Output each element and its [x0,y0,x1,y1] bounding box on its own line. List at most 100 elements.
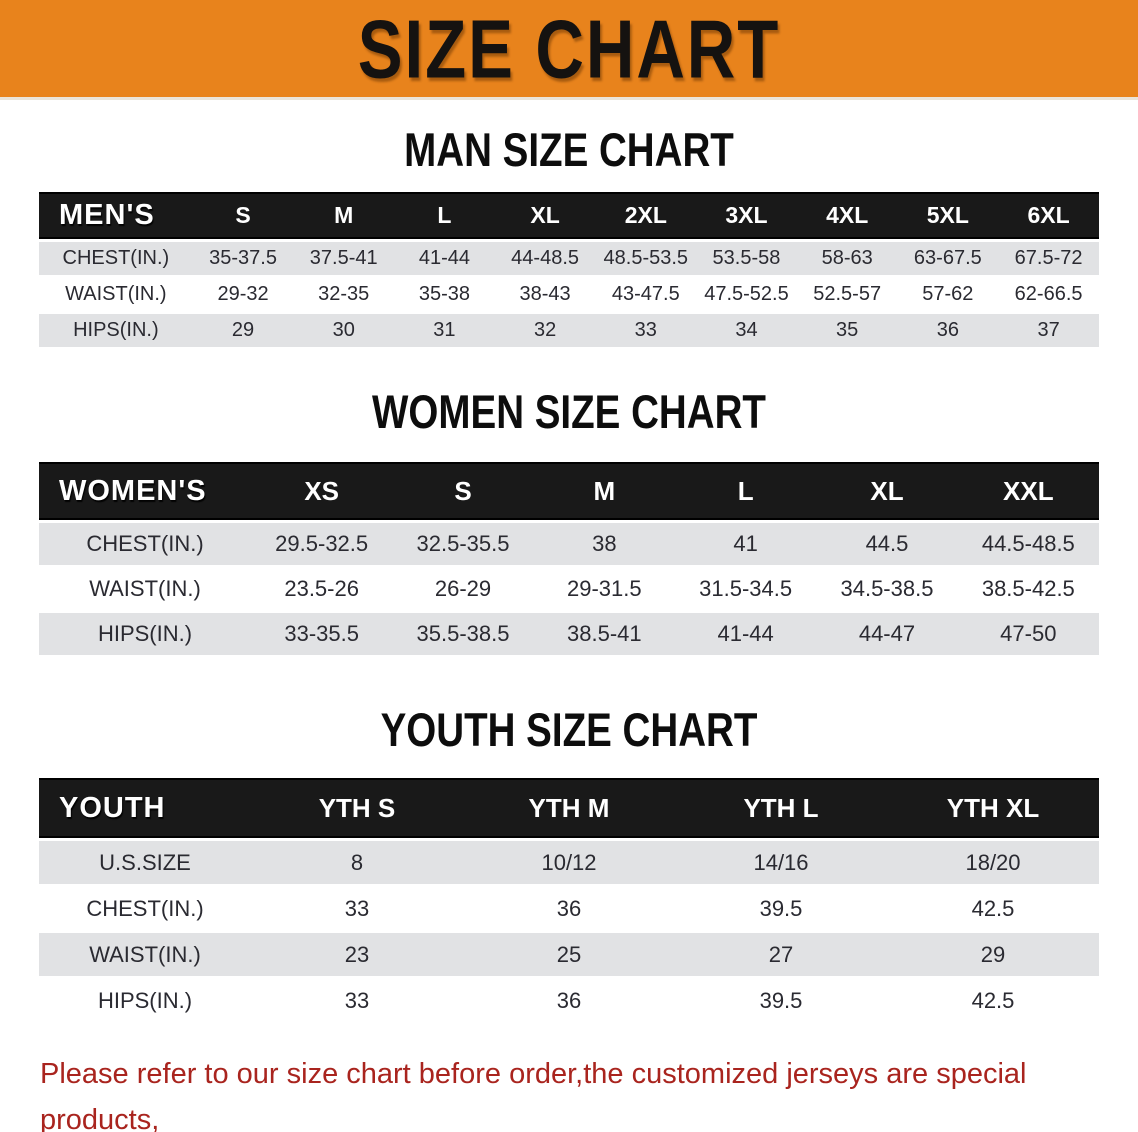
size-value-cell: 41-44 [674,613,817,655]
size-value-cell: 62-66.5 [998,278,1099,311]
measurement-label: WAIST(IN.) [39,568,251,610]
size-value-cell: 25 [463,933,675,976]
size-value-cell: 41 [674,523,817,565]
size-value-cell: 31.5-34.5 [674,568,817,610]
size-value-cell: 34 [696,314,797,347]
disclaimer-line-1: Please refer to our size chart before or… [40,1058,1027,1132]
size-section: YOUTH SIZE CHART YOUTH YTH S YTH M YTH L YTH… [0,703,1138,1025]
size-value-cell: 57-62 [897,278,999,311]
size-chart-banner: SIZE CHART [0,0,1138,100]
size-column-header: M [533,462,675,520]
measurement-label: CHEST(IN.) [39,242,193,275]
banner-title: SIZE CHART [357,2,781,95]
size-section: WOMEN SIZE CHART WOMEN'S XS S M L XL XXL CHEST… [0,385,1138,658]
size-column-header: 6XL [998,192,1099,239]
size-value-cell: 23 [251,933,463,976]
size-value-cell: 53.5-58 [696,242,797,275]
size-value-cell: 63-67.5 [897,242,999,275]
size-value-cell: 32.5-35.5 [392,523,534,565]
sections: MAN SIZE CHART MEN'S S M L XL 2XL 3XL 4XL 5XL 6XL… [0,123,1138,1025]
size-value-cell: 35-38 [394,278,495,311]
size-column-header: L [394,192,495,239]
size-column-header: YTH S [251,778,463,838]
measurement-row: HIPS(IN.) 33-35.5 35.5-38.5 38.5-41 41-44 44-… [39,613,1099,655]
size-value-cell: 38-43 [494,278,596,311]
size-table: YOUTH YTH S YTH M YTH L YTH XL U.S.SIZE 8 10/1… [39,775,1099,1025]
size-value-cell: 35 [796,314,898,347]
size-column-header: 4XL [796,192,898,239]
size-value-cell: 58-63 [796,242,898,275]
size-column-header: YTH L [675,778,887,838]
size-column-header: XL [816,462,958,520]
size-value-cell: 18/20 [887,841,1099,884]
size-value-cell: 30 [293,314,395,347]
size-table: MEN'S S M L XL 2XL 3XL 4XL 5XL 6XL CHEST(IN.) 35-3… [39,189,1099,350]
size-value-cell: 10/12 [463,841,675,884]
size-value-cell: 37.5-41 [293,242,395,275]
measurement-row: WAIST(IN.) 23 25 27 29 [39,933,1099,976]
size-value-cell: 67.5-72 [998,242,1099,275]
size-value-cell: 33 [251,979,463,1022]
size-value-cell: 36 [463,887,675,930]
measurement-row: HIPS(IN.) 29 30 31 32 33 34 35 36 37 [39,314,1099,347]
size-column-header: L [674,462,817,520]
size-value-cell: 38.5-42.5 [957,568,1099,610]
size-value-cell: 33-35.5 [251,613,393,655]
measurement-row: HIPS(IN.) 33 36 39.5 42.5 [39,979,1099,1022]
size-value-cell: 38.5-41 [533,613,675,655]
size-value-cell: 44-48.5 [494,242,596,275]
measurement-label: WAIST(IN.) [39,933,251,976]
measurement-label: CHEST(IN.) [39,523,251,565]
size-column-header: XXL [957,462,1099,520]
measurement-label: HIPS(IN.) [39,613,251,655]
size-value-cell: 38 [533,523,675,565]
size-value-cell: 34.5-38.5 [816,568,958,610]
size-value-cell: 32 [494,314,596,347]
size-value-cell: 44.5-48.5 [957,523,1099,565]
table-header-row: WOMEN'S XS S M L XL XXL [39,462,1099,520]
size-column-header: 5XL [897,192,999,239]
measurement-label: WAIST(IN.) [39,278,193,311]
section-heading: MAN SIZE CHART [404,123,734,177]
measurement-row: CHEST(IN.) 33 36 39.5 42.5 [39,887,1099,930]
size-column-header: 3XL [696,192,797,239]
size-value-cell: 47.5-52.5 [696,278,797,311]
size-column-header: YTH XL [887,778,1099,838]
size-value-cell: 8 [251,841,463,884]
size-value-cell: 29 [192,314,294,347]
size-value-cell: 31 [394,314,495,347]
size-value-cell: 44-47 [816,613,958,655]
size-value-cell: 32-35 [293,278,395,311]
size-value-cell: 27 [675,933,887,976]
size-value-cell: 26-29 [392,568,534,610]
size-value-cell: 23.5-26 [251,568,393,610]
size-value-cell: 29-31.5 [533,568,675,610]
table-group-label: MEN'S [39,192,193,239]
disclaimer: Please refer to our size chart before or… [40,1051,1102,1132]
size-value-cell: 35-37.5 [192,242,294,275]
size-table: WOMEN'S XS S M L XL XXL CHEST(IN.) 29.5-32.5 32.… [39,459,1099,658]
size-value-cell: 42.5 [887,887,1099,930]
size-value-cell: 37 [998,314,1099,347]
table-header-row: MEN'S S M L XL 2XL 3XL 4XL 5XL 6XL [39,192,1099,239]
table-group-label: YOUTH [39,778,251,838]
table-group-label: WOMEN'S [39,462,251,520]
measurement-row: CHEST(IN.) 35-37.5 37.5-41 41-44 44-48.5 48.5… [39,242,1099,275]
size-value-cell: 29-32 [192,278,294,311]
measurement-label: HIPS(IN.) [39,314,193,347]
size-column-header: XS [251,462,393,520]
size-value-cell: 35.5-38.5 [392,613,534,655]
size-value-cell: 29.5-32.5 [251,523,393,565]
size-column-header: S [392,462,534,520]
size-value-cell: 36 [897,314,999,347]
measurement-row: U.S.SIZE 8 10/12 14/16 18/20 [39,841,1099,884]
size-column-header: 2XL [595,192,697,239]
measurement-label: CHEST(IN.) [39,887,251,930]
size-column-header: M [293,192,395,239]
section-heading: YOUTH SIZE CHART [380,703,758,757]
table-header-row: YOUTH YTH S YTH M YTH L YTH XL [39,778,1099,838]
size-column-header: XL [494,192,596,239]
size-value-cell: 36 [463,979,675,1022]
size-value-cell: 48.5-53.5 [595,242,697,275]
